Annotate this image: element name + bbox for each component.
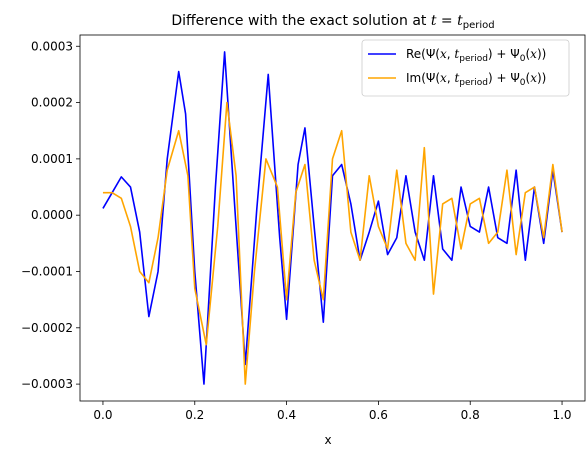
y-tick-label: 0.0003 (31, 39, 73, 53)
chart-title-equals: = (436, 13, 457, 29)
y-tick-label: 0.0001 (31, 152, 73, 166)
x-tick-label: 0.8 (461, 408, 480, 422)
x-axis-label: x (324, 433, 331, 447)
legend: Re(Ψ(x, tperiod) + Ψ0(x)) Im(Ψ(x, tperio… (361, 39, 570, 97)
y-tick-label: 0.0000 (31, 208, 73, 222)
axes-frame (79, 34, 586, 402)
legend-label-real: Re(Ψ(x, tperiod) + Ψ0(x)) (406, 47, 546, 64)
legend-label-imag: Im(Ψ(x, tperiod) + Ψ0(x)) (406, 71, 546, 88)
chart-title-t: t (431, 13, 437, 29)
chart-title-t2: t (457, 13, 463, 29)
plot-area (102, 51, 563, 385)
legend-box (361, 39, 570, 97)
x-tick-label: 1.0 (552, 408, 571, 422)
x-axis: 0.0 0.2 0.4 0.6 0.8 1.0 (93, 401, 572, 422)
chart-title: Difference with the exact solution at t … (171, 13, 494, 31)
series-line-real (102, 51, 563, 385)
series-line-imag (102, 101, 563, 385)
chart-title-prefix: Difference with the exact solution at (171, 13, 430, 29)
y-tick-label: −0.0003 (21, 377, 73, 391)
y-tick-label: 0.0002 (31, 96, 73, 110)
x-tick-label: 0.0 (93, 408, 112, 422)
y-tick-label: −0.0002 (21, 321, 73, 335)
x-tick-label: 0.4 (277, 408, 296, 422)
x-tick-label: 0.6 (369, 408, 388, 422)
y-axis: −0.0003 −0.0002 −0.0001 0.0000 0.0001 0.0002 0… (21, 39, 80, 391)
x-tick-label: 0.2 (185, 408, 204, 422)
chart-title-subscript: period (463, 20, 495, 31)
y-tick-label: −0.0001 (21, 264, 73, 278)
